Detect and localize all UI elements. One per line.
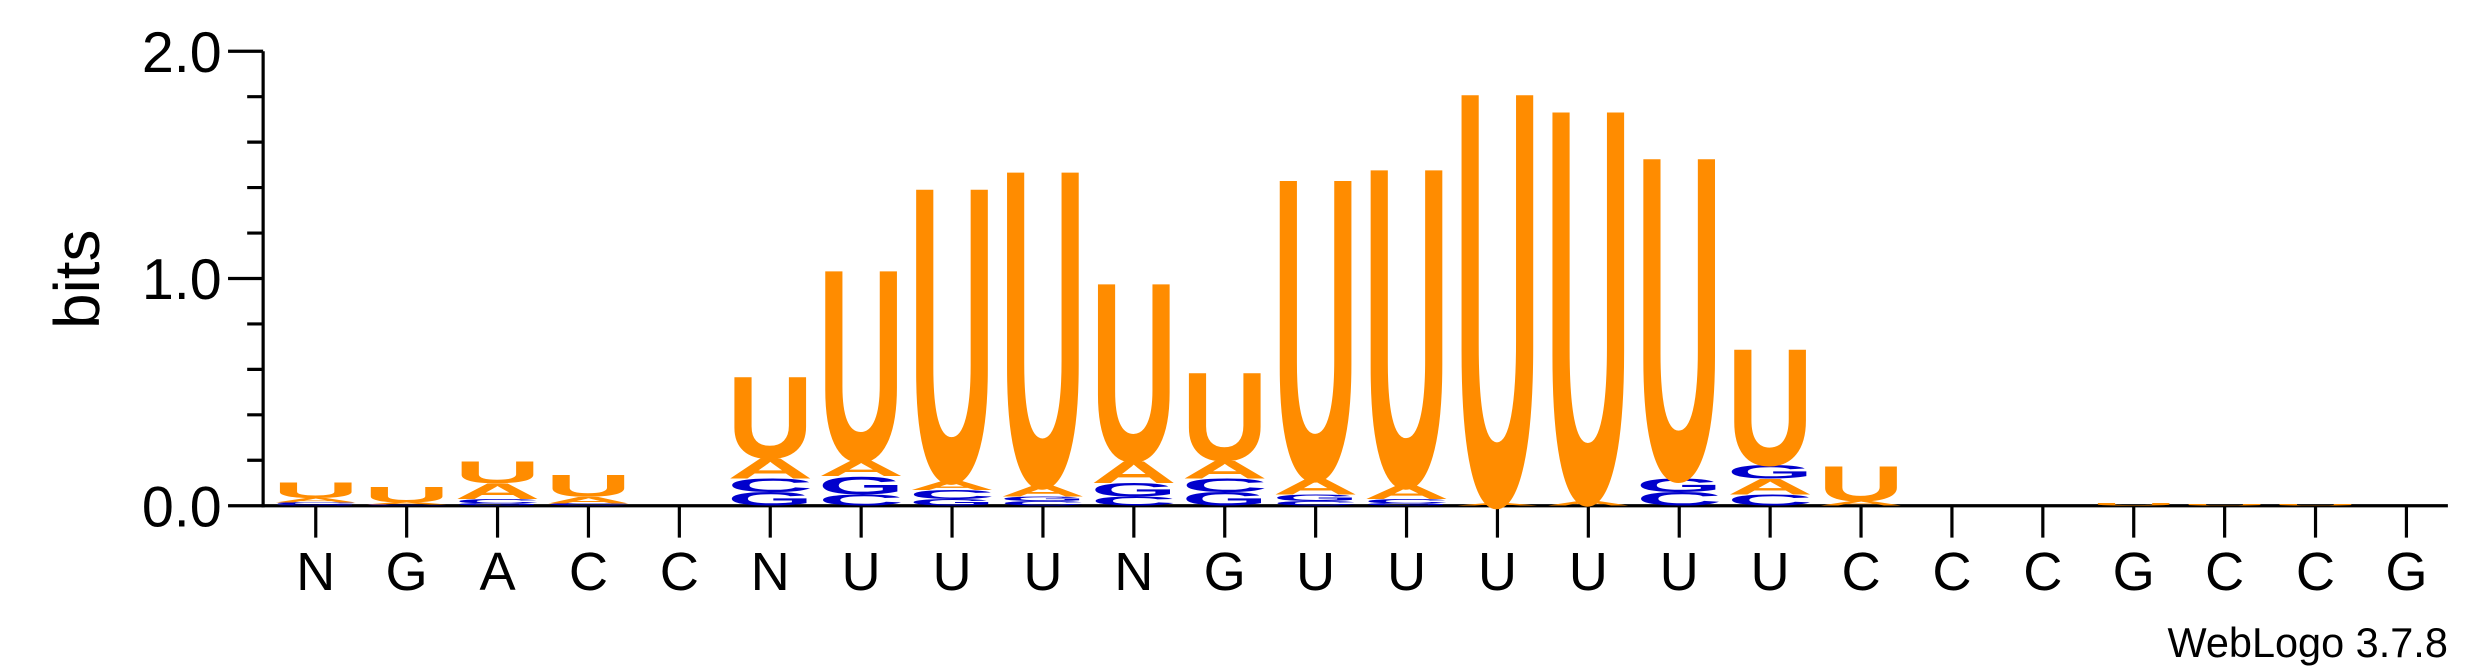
logo-letter: U <box>1000 76 1086 583</box>
logo-letter: A <box>1818 500 1904 507</box>
logo-letter: A <box>1273 475 1359 500</box>
logo-letter: U <box>1182 347 1268 487</box>
logo-letter: C <box>1363 498 1449 505</box>
logo-letter: U <box>1818 456 1904 512</box>
logo-letter: G <box>1363 503 1449 507</box>
logo-letter: A <box>1454 503 1540 507</box>
logo-letter: A <box>1091 455 1177 490</box>
logo-letter: C <box>1182 475 1268 496</box>
logo-letter: U <box>273 478 359 503</box>
logo-letter: U <box>1363 71 1449 582</box>
x-tick-label: U <box>1660 542 1699 602</box>
logo-letter: U <box>727 352 813 483</box>
x-tick-label: U <box>1569 542 1608 602</box>
x-tick-label: C <box>2023 542 2062 602</box>
logo-letter: A <box>1727 475 1813 500</box>
x-tick-label: N <box>1114 542 1153 602</box>
footer: WebLogo 3.7.8 <box>2167 619 2447 666</box>
logo-letter: A <box>1363 482 1449 503</box>
logo-letter: A <box>727 453 813 485</box>
logo-letter: A <box>818 456 904 481</box>
x-tick-label: U <box>1023 542 1062 602</box>
x-tick-label: G <box>1204 542 1246 602</box>
logo-letter: C <box>1000 500 1086 507</box>
logo-letter: U <box>909 98 995 570</box>
y-tick-label: 2.0 <box>142 21 222 85</box>
logo-letter: A <box>273 497 359 504</box>
logo-letter: G <box>454 503 540 507</box>
logo-letter: G <box>909 497 995 508</box>
logo-letter: A <box>1545 500 1631 507</box>
logo-letter: U <box>454 455 540 490</box>
logo-letter: G <box>1182 489 1268 510</box>
logo-letter: G <box>1727 461 1813 482</box>
logo-letter: U <box>364 483 450 508</box>
x-tick-label: C <box>660 542 699 602</box>
logo-letter: C <box>273 502 359 506</box>
logo-letter: U <box>2091 503 2177 507</box>
logo-letter: C <box>727 475 813 496</box>
x-tick-label: N <box>296 542 335 602</box>
logo-letter: U <box>1727 313 1813 500</box>
y-tick-label: 1.0 <box>142 248 222 312</box>
x-tick-label: C <box>1932 542 1971 602</box>
logo-letter: C <box>909 488 995 502</box>
logo-letter: C <box>1727 492 1813 510</box>
logo-letter: A <box>1182 456 1268 484</box>
x-tick-label: G <box>2385 542 2427 602</box>
logo-letter: C <box>818 492 904 510</box>
x-tick-label: U <box>842 542 881 602</box>
x-tick-label: C <box>1841 542 1880 602</box>
logo-letter: C <box>454 498 540 505</box>
x-tick-label: U <box>1478 542 1517 602</box>
y-axis-label: bits <box>41 230 113 329</box>
logo-letter: C <box>1091 494 1177 508</box>
logo-letter: A <box>909 478 995 492</box>
logo-letter: U <box>2272 504 2358 506</box>
logo-letter: U <box>545 468 631 503</box>
logo-letter: C <box>1636 489 1722 510</box>
x-tick-label: U <box>932 542 971 602</box>
x-tick-label: C <box>2296 542 2335 602</box>
x-tick-label: C <box>569 542 608 602</box>
x-tick-label: C <box>2205 542 2244 602</box>
logo-letter: G <box>1636 475 1722 496</box>
logo-letter: A <box>545 495 631 506</box>
logo-letter: U <box>1091 230 1177 516</box>
logo-letter: C <box>364 504 450 506</box>
logo-letter: U <box>1273 88 1359 571</box>
logo-letter: C <box>1273 500 1359 507</box>
x-tick-label: G <box>2113 542 2155 602</box>
logo-letter: G <box>273 504 359 506</box>
x-tick-label: U <box>1387 542 1426 602</box>
x-tick-label: A <box>479 542 516 602</box>
logo-letter: G <box>1273 493 1359 504</box>
logo-letter: A <box>1000 482 1086 500</box>
logo-letter: U <box>1454 0 1540 630</box>
x-tick-label: U <box>1751 542 1790 602</box>
logo-letter: U <box>818 212 904 519</box>
logo-letter: A <box>454 479 540 504</box>
y-tick-label: 0.0 <box>142 475 222 539</box>
logo-letter: U <box>1545 0 1631 621</box>
logo-letter: G <box>1000 495 1086 502</box>
logo-letter: G <box>727 489 813 510</box>
logo-letter: A <box>364 502 450 506</box>
x-tick-label: G <box>386 542 428 602</box>
logo-letter: G <box>818 472 904 500</box>
x-tick-label: U <box>1296 542 1335 602</box>
logo-letter: U <box>2182 504 2268 506</box>
logo-letter: U <box>1636 59 1722 578</box>
x-tick-label: N <box>751 542 790 602</box>
logo-letter: C <box>545 503 631 507</box>
logo-letter: G <box>1091 480 1177 501</box>
